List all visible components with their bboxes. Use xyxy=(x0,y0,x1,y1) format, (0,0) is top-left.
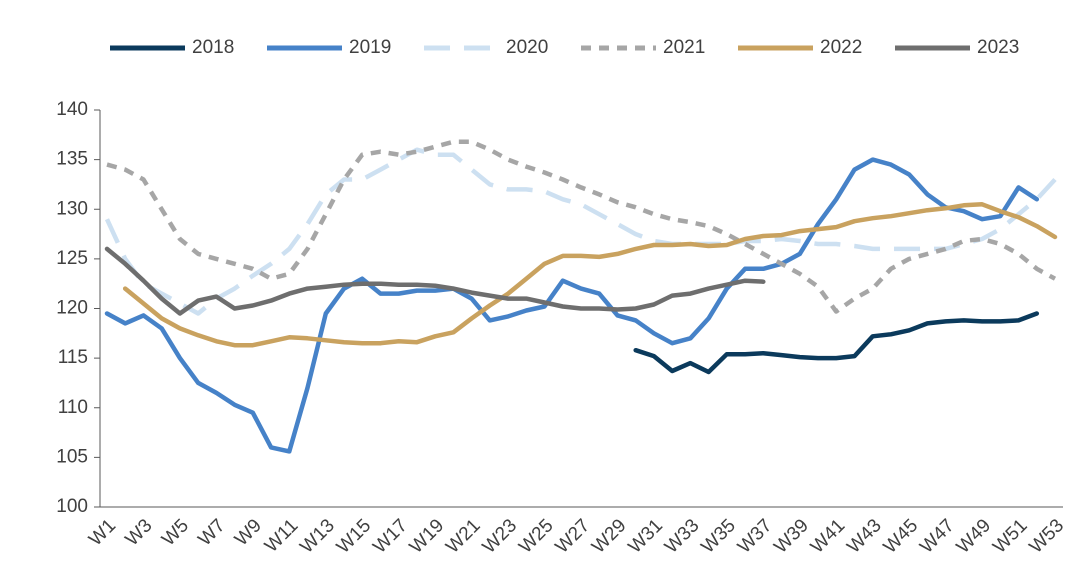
x-tick-label: W43 xyxy=(843,515,885,557)
x-tick-label: W17 xyxy=(369,515,411,557)
series-line xyxy=(104,157,1040,454)
x-tick-label: W41 xyxy=(807,515,849,557)
series-line xyxy=(104,147,1057,316)
x-tick-label: W51 xyxy=(989,515,1031,557)
x-tick-label: W23 xyxy=(479,515,521,557)
x-tick-label: W29 xyxy=(588,515,630,557)
x-tick-label: W3 xyxy=(122,515,157,550)
x-tick-label: W39 xyxy=(770,515,812,557)
series-line xyxy=(122,202,1058,348)
x-tick-label: W47 xyxy=(916,515,958,557)
x-tick-label: W21 xyxy=(442,515,484,557)
series-line xyxy=(633,311,1040,375)
x-tick-label: W25 xyxy=(515,515,557,557)
x-tick-label: W13 xyxy=(296,515,338,557)
y-tick-label: 105 xyxy=(56,446,88,467)
x-tick-label: W53 xyxy=(1026,515,1068,557)
y-tick-label: 115 xyxy=(58,347,88,368)
legend-label: 2023 xyxy=(977,37,1019,58)
series-line xyxy=(104,246,766,316)
y-tick-label: 120 xyxy=(56,298,88,319)
x-tick-label: W15 xyxy=(333,515,375,557)
x-tick-label: W37 xyxy=(734,515,776,557)
legend-label: 2020 xyxy=(506,37,548,58)
series-line xyxy=(106,139,1057,314)
legend-label: 2019 xyxy=(349,37,391,58)
legend-label: 2021 xyxy=(663,37,705,58)
y-tick-label: 100 xyxy=(56,496,88,517)
legend-label: 2018 xyxy=(192,37,234,58)
x-tick-label: W35 xyxy=(697,515,739,557)
y-tick-label: 125 xyxy=(56,248,88,269)
x-tick-label: W11 xyxy=(261,515,302,556)
x-tick-label: W9 xyxy=(231,515,266,550)
x-tick-label: W5 xyxy=(158,515,193,550)
x-tick-label: W33 xyxy=(661,515,703,557)
x-tick-label: W19 xyxy=(406,515,448,557)
y-tick-label: 130 xyxy=(56,198,88,219)
y-tick-label: 110 xyxy=(58,397,88,418)
x-tick-label: W31 xyxy=(625,515,667,557)
y-tick-label: 140 xyxy=(56,99,88,120)
x-tick-label: W49 xyxy=(953,515,995,557)
x-tick-label: W1 xyxy=(85,515,120,550)
x-tick-label: W45 xyxy=(880,515,922,557)
y-tick-label: 135 xyxy=(56,149,88,170)
legend-label: 2022 xyxy=(820,37,862,58)
x-tick-label: W7 xyxy=(194,515,229,550)
x-tick-label: W27 xyxy=(552,515,594,557)
